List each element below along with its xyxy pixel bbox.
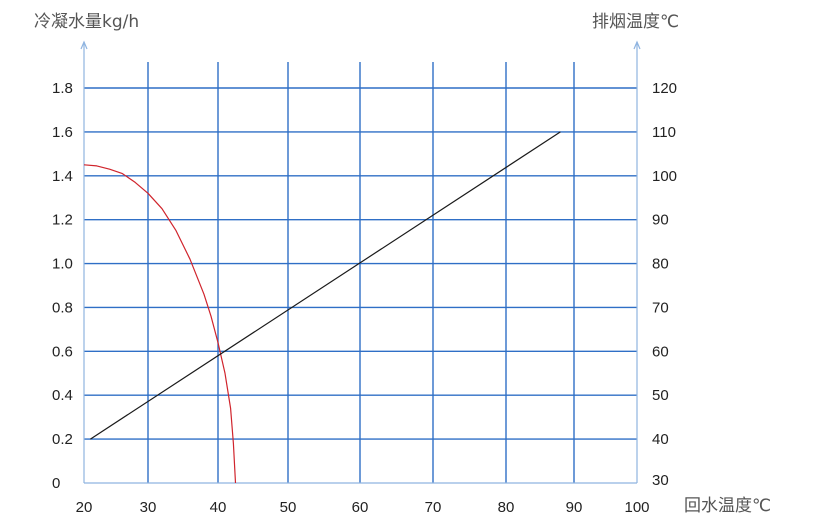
y-left-tick-label: 1.2 <box>52 212 73 229</box>
y-left-tick-label: 1.8 <box>52 80 73 97</box>
y-left-tick-label: 1.0 <box>52 256 73 273</box>
y-right-tick-label: 50 <box>652 387 669 404</box>
y-left-tick-label: 1.4 <box>52 168 73 185</box>
x-tick-label: 50 <box>280 499 297 516</box>
y-right-tick-label: 60 <box>652 343 669 360</box>
y-axis-left-title: 冷凝水量kg/h <box>34 12 139 32</box>
y-left-tick-label: 0.2 <box>52 431 73 448</box>
y-right-tick-label: 30 <box>652 472 669 489</box>
y-left-tick-label: 0 <box>52 475 60 492</box>
grid <box>84 62 637 483</box>
x-tick-label: 90 <box>566 499 583 516</box>
y-axis-right-arrow <box>633 40 641 50</box>
x-tick-label: 20 <box>76 499 93 516</box>
y-right-tick-label: 70 <box>652 299 669 316</box>
x-tick-label: 80 <box>498 499 515 516</box>
x-axis-title: 回水温度℃ <box>684 496 771 516</box>
axes <box>80 40 641 484</box>
y-right-tick-label: 80 <box>652 256 669 273</box>
y-left-tick-label: 0.8 <box>52 299 73 316</box>
y-right-tick-label: 90 <box>652 212 669 229</box>
x-tick-label: 100 <box>624 499 649 516</box>
x-tick-label: 40 <box>210 499 227 516</box>
y-axis-left-arrow <box>80 40 88 50</box>
y-axis-right-title: 排烟温度℃ <box>592 12 679 32</box>
y-left-tick-label: 0.6 <box>52 343 73 360</box>
y-right-tick-label: 110 <box>652 124 676 141</box>
x-tick-label: 30 <box>140 499 157 516</box>
y-right-tick-label: 120 <box>652 80 677 97</box>
y-left-tick-label: 1.6 <box>52 124 73 141</box>
series-line-left-axis <box>83 164 237 484</box>
x-tick-label: 60 <box>352 499 369 516</box>
y-left-tick-label: 0.4 <box>52 387 73 404</box>
y-right-tick-label: 40 <box>652 431 669 448</box>
series-line-right-axis <box>90 131 561 440</box>
series-lines <box>83 131 561 484</box>
tick-labels: 0 0.2 0.4 0.6 0.8 1.0 1.2 1.4 1.6 1.8 30 40 50 60 70 80… <box>52 80 677 516</box>
x-tick-label: 70 <box>425 499 442 516</box>
y-right-tick-label: 100 <box>652 168 677 185</box>
